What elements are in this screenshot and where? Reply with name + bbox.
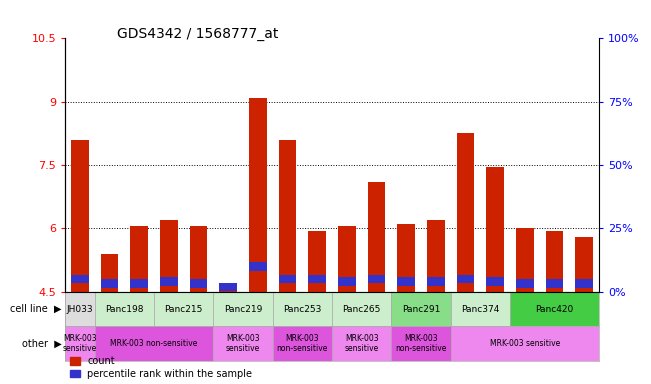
Bar: [456, 134, 475, 292]
Bar: [101, 279, 118, 288]
Bar: [279, 140, 296, 292]
Bar: [65, 292, 95, 326]
Bar: [486, 167, 504, 292]
Bar: [397, 277, 415, 286]
Bar: [65, 326, 95, 361]
Bar: [71, 140, 89, 292]
Bar: [516, 228, 534, 292]
Bar: [273, 292, 332, 326]
Bar: [427, 220, 445, 292]
Bar: [214, 292, 273, 326]
Bar: [160, 220, 178, 292]
Bar: [575, 279, 593, 288]
Text: Panc253: Panc253: [283, 305, 322, 314]
Bar: [160, 277, 178, 286]
Bar: [546, 230, 563, 292]
Bar: [154, 292, 214, 326]
Bar: [456, 275, 475, 283]
Bar: [95, 292, 154, 326]
Bar: [338, 277, 355, 286]
Bar: [486, 277, 504, 286]
Bar: [516, 279, 534, 288]
Bar: [189, 279, 208, 288]
Text: MRK-003
sensitive: MRK-003 sensitive: [62, 334, 97, 353]
Bar: [309, 230, 326, 292]
Text: Panc265: Panc265: [342, 305, 381, 314]
Bar: [368, 275, 385, 283]
Text: Panc420: Panc420: [535, 305, 574, 314]
Bar: [450, 326, 599, 361]
Bar: [450, 292, 510, 326]
Bar: [575, 237, 593, 292]
Bar: [397, 224, 415, 292]
Bar: [391, 292, 450, 326]
Text: MRK-003
sensitive: MRK-003 sensitive: [344, 334, 379, 353]
Text: cell line  ▶: cell line ▶: [10, 304, 62, 314]
Bar: [510, 292, 599, 326]
Bar: [427, 277, 445, 286]
Text: other  ▶: other ▶: [22, 339, 62, 349]
Bar: [219, 283, 237, 291]
Bar: [249, 98, 267, 292]
Bar: [71, 275, 89, 283]
Bar: [279, 275, 296, 283]
Text: GDS4342 / 1568777_at: GDS4342 / 1568777_at: [117, 27, 279, 41]
Bar: [189, 227, 208, 292]
Text: Panc198: Panc198: [105, 305, 144, 314]
Bar: [249, 262, 267, 271]
Text: MRK-003
non-sensitive: MRK-003 non-sensitive: [277, 334, 328, 353]
Bar: [273, 326, 332, 361]
Text: MRK-003 sensitive: MRK-003 sensitive: [490, 339, 560, 348]
Bar: [309, 275, 326, 283]
Bar: [391, 326, 450, 361]
Bar: [214, 326, 273, 361]
Bar: [368, 182, 385, 292]
Bar: [332, 326, 391, 361]
Bar: [332, 292, 391, 326]
Legend: count, percentile rank within the sample: count, percentile rank within the sample: [70, 356, 253, 379]
Bar: [95, 326, 214, 361]
Bar: [101, 254, 118, 292]
Text: Panc215: Panc215: [165, 305, 203, 314]
Text: JH033: JH033: [66, 305, 93, 314]
Bar: [130, 279, 148, 288]
Bar: [338, 227, 355, 292]
Bar: [219, 291, 237, 292]
Bar: [130, 227, 148, 292]
Text: MRK-003 non-sensitive: MRK-003 non-sensitive: [111, 339, 198, 348]
Text: Panc291: Panc291: [402, 305, 440, 314]
Text: Panc374: Panc374: [461, 305, 499, 314]
Text: MRK-003
sensitive: MRK-003 sensitive: [226, 334, 260, 353]
Text: Panc219: Panc219: [224, 305, 262, 314]
Bar: [546, 279, 563, 288]
Text: MRK-003
non-sensitive: MRK-003 non-sensitive: [395, 334, 447, 353]
